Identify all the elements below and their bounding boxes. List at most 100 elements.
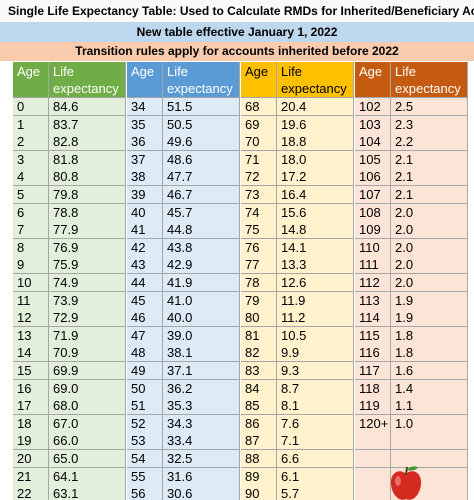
age-cell: 77	[241, 256, 277, 275]
life-expectancy-header: Life expectancy	[277, 62, 354, 98]
life-expectancy-cell: 2.0	[391, 238, 468, 257]
age-cell: 4	[13, 168, 49, 187]
age-cell: 3	[13, 150, 49, 169]
life-expectancy-cell: 18.8	[277, 133, 354, 152]
life-expectancy-cell	[391, 432, 468, 451]
age-cell: 109	[355, 221, 391, 240]
age-cell: 34	[127, 98, 163, 117]
life-expectancy-cell: 47.7	[163, 168, 240, 187]
age-cell: 47	[127, 326, 163, 345]
age-header: Age	[127, 62, 163, 98]
life-expectancy-cell: 2.5	[391, 98, 468, 117]
age-cell: 45	[127, 291, 163, 310]
age-cell: 43	[127, 256, 163, 275]
life-expectancy-cell: 32.5	[163, 450, 240, 469]
life-expectancy-cell: 2.3	[391, 115, 468, 134]
life-expectancy-cell: 1.9	[391, 309, 468, 328]
age-cell: 52	[127, 414, 163, 433]
age-cell: 113	[355, 291, 391, 310]
life-expectancy-cell: 1.8	[391, 344, 468, 363]
age-cell: 6	[13, 203, 49, 222]
age-cell: 81	[241, 326, 277, 345]
life-expectancy-cell: 66.0	[49, 432, 126, 451]
life-expectancy-cell: 34.3	[163, 414, 240, 433]
life-expectancy-cell: 49.6	[163, 133, 240, 152]
age-cell: 15	[13, 362, 49, 381]
age-cell: 102	[355, 98, 391, 117]
age-cell: 106	[355, 168, 391, 187]
age-cell: 48	[127, 344, 163, 363]
life-expectancy-cell: 1.6	[391, 362, 468, 381]
age-cell: 53	[127, 432, 163, 451]
life-expectancy-cell: 72.9	[49, 309, 126, 328]
life-expectancy-cell: 8.7	[277, 379, 354, 398]
age-cell: 120+	[355, 414, 391, 433]
life-expectancy-cell: 76.9	[49, 238, 126, 257]
life-expectancy-cell: 33.4	[163, 432, 240, 451]
life-expectancy-cell: 8.1	[277, 397, 354, 416]
life-expectancy-cell: 69.9	[49, 362, 126, 381]
age-cell: 116	[355, 344, 391, 363]
age-header: Age	[13, 62, 49, 98]
life-expectancy-cell: 11.2	[277, 309, 354, 328]
age-cell: 71	[241, 150, 277, 169]
life-expectancy-cell: 39.0	[163, 326, 240, 345]
age-cell: 119	[355, 397, 391, 416]
life-expectancy-cell: 70.9	[49, 344, 126, 363]
life-expectancy-cell: 2.1	[391, 150, 468, 169]
life-expectancy-cell: 36.2	[163, 379, 240, 398]
life-expectancy-cell: 1.8	[391, 326, 468, 345]
life-expectancy-cell: 50.5	[163, 115, 240, 134]
life-expectancy-cell: 51.5	[163, 98, 240, 117]
age-cell: 73	[241, 186, 277, 205]
life-expectancy-cell: 65.0	[49, 450, 126, 469]
life-expectancy-cell: 2.0	[391, 203, 468, 222]
age-cell: 107	[355, 186, 391, 205]
life-expectancy-cell: 10.5	[277, 326, 354, 345]
life-expectancy-cell: 16.4	[277, 186, 354, 205]
life-expectancy-cell	[391, 450, 468, 469]
life-expectancy-cell: 48.6	[163, 150, 240, 169]
age-cell: 69	[241, 115, 277, 134]
life-expectancy-cell: 83.7	[49, 115, 126, 134]
life-expectancy-cell: 6.1	[277, 467, 354, 486]
life-expectancy-cell: 41.9	[163, 274, 240, 293]
age-cell: 17	[13, 397, 49, 416]
age-cell: 56	[127, 485, 163, 500]
life-expectancy-cell: 35.3	[163, 397, 240, 416]
age-cell: 88	[241, 450, 277, 469]
life-expectancy-cell: 46.7	[163, 186, 240, 205]
age-cell: 114	[355, 309, 391, 328]
age-cell	[355, 485, 391, 500]
life-expectancy-cell: 45.7	[163, 203, 240, 222]
life-expectancy-cell: 71.9	[49, 326, 126, 345]
age-cell: 87	[241, 432, 277, 451]
age-cell: 111	[355, 256, 391, 275]
age-cell: 44	[127, 274, 163, 293]
age-cell: 118	[355, 379, 391, 398]
life-expectancy-cell: 75.9	[49, 256, 126, 275]
life-expectancy-cell: 7.1	[277, 432, 354, 451]
life-expectancy-cell: 1.9	[391, 291, 468, 310]
age-cell: 21	[13, 467, 49, 486]
age-cell: 72	[241, 168, 277, 187]
life-expectancy-cell: 38.1	[163, 344, 240, 363]
age-cell	[355, 467, 391, 486]
age-cell: 2	[13, 133, 49, 152]
age-cell: 37	[127, 150, 163, 169]
age-cell: 80	[241, 309, 277, 328]
age-cell: 74	[241, 203, 277, 222]
life-expectancy-cell: 68.0	[49, 397, 126, 416]
age-cell: 12	[13, 309, 49, 328]
age-cell: 50	[127, 379, 163, 398]
age-cell: 10	[13, 274, 49, 293]
age-cell	[355, 432, 391, 451]
age-cell: 40	[127, 203, 163, 222]
life-expectancy-cell: 20.4	[277, 98, 354, 117]
age-cell: 18	[13, 414, 49, 433]
age-cell: 115	[355, 326, 391, 345]
age-cell: 54	[127, 450, 163, 469]
age-header: Age	[355, 62, 391, 98]
life-expectancy-cell: 37.1	[163, 362, 240, 381]
age-cell: 5	[13, 186, 49, 205]
